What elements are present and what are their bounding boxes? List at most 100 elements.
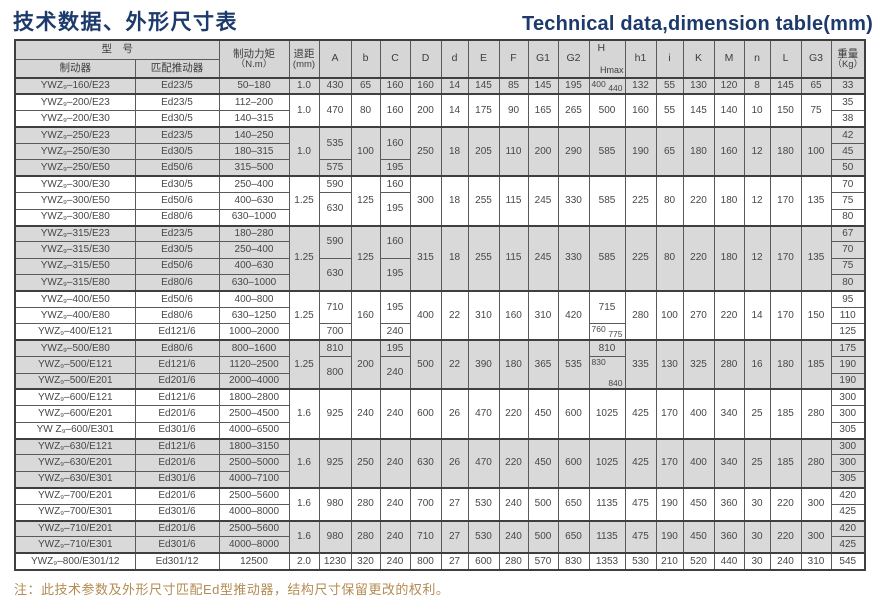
dim-cell: 2.0 — [288, 552, 320, 571]
table-row: YWZ₉–250/E30 Ed30/5 180–315 45 — [14, 143, 866, 161]
dim-cell: 320 — [350, 552, 381, 571]
weight-cell: 110 — [830, 306, 866, 325]
dim-cell: 165 — [527, 93, 559, 128]
dim-cell: 30 — [743, 552, 771, 571]
brake-model-cell: YWZ₉–200/E23 — [14, 93, 136, 112]
dim-cell: 240 — [498, 519, 529, 554]
torque-cell: 800–1600 — [218, 339, 290, 358]
column-header-model-group: 型 号 — [14, 39, 220, 60]
dim-cell: 630 — [318, 257, 352, 292]
dim-cell: 220 — [769, 486, 802, 522]
dim-cell: 310 — [800, 552, 832, 571]
dim-cell: 55 — [655, 93, 684, 128]
dim-cell: 400 — [409, 290, 442, 341]
dim-cell: 160 — [409, 76, 442, 95]
thruster-cell: Ed301/6 — [134, 421, 220, 440]
dim-cell: 255 — [467, 175, 500, 227]
dim-cell: 585 — [588, 126, 626, 177]
dim-cell: 470 — [318, 93, 352, 128]
technical-data-table: 型 号 制动力矩 （N.m） 退距 (mm) A b C D d E F G1 … — [14, 39, 866, 571]
dim-cell: 315 — [409, 224, 442, 292]
dim-cell: 8 — [743, 76, 771, 95]
dim-cell: 340 — [713, 388, 745, 440]
thruster-cell: Ed121/6 — [134, 323, 220, 341]
thruster-cell: Ed80/6 — [134, 306, 220, 325]
weight-cell: 33 — [830, 76, 866, 95]
diag-top-value: 830 — [591, 357, 606, 368]
dim-cell: 1.0 — [288, 93, 320, 128]
dim-cell: 12 — [743, 126, 771, 177]
dim-cell: 195 — [379, 339, 411, 358]
dim-cell: 170 — [655, 388, 684, 440]
dim-cell: 200 — [527, 126, 559, 177]
dim-cell: 425 — [624, 437, 657, 489]
brake-model-cell: YWZ₉–630/E301 — [14, 470, 136, 489]
dim-cell: 150 — [769, 93, 802, 128]
dim-cell: 500 — [409, 339, 442, 390]
brake-model-cell: YWZ₉–400/E80 — [14, 306, 136, 325]
column-header-weight: 重量 （Kg） — [830, 39, 866, 79]
table-row: YWZ₉–600/E201 Ed201/6 2500–4500 300 — [14, 405, 866, 423]
table-row: YWZ₉–300/E50 Ed50/6 400–630 630 195 75 — [14, 192, 866, 227]
column-header-E: E — [467, 39, 500, 79]
dim-cell: 85 — [498, 76, 529, 95]
dim-cell: 270 — [682, 290, 715, 341]
dim-cell: 180 — [769, 126, 802, 177]
dim-cell: 500 — [588, 93, 626, 128]
dim-cell: 240 — [379, 519, 411, 554]
dim-cell: 980 — [318, 486, 352, 522]
column-header-F: F — [498, 39, 529, 79]
thruster-cell: Ed301/6 — [134, 536, 220, 554]
table-row: YWZ₉–315/E80 Ed80/6 630–1000 80 — [14, 274, 866, 292]
table-row: YWZ₉–200/E23 Ed23/5 112–200 1.0 470 80 160 200 1… — [14, 93, 866, 128]
dim-cell: 575 — [318, 159, 352, 177]
dim-cell: 800 — [409, 552, 442, 571]
thruster-cell: Ed301/6 — [134, 503, 220, 522]
dim-cell: 290 — [557, 126, 590, 177]
column-header-D: D — [409, 39, 442, 79]
dim-cell: 1.6 — [288, 486, 320, 522]
dim-cell: 600 — [467, 552, 500, 571]
dim-cell: 360 — [713, 519, 745, 554]
dim-cell: 800 — [318, 356, 352, 390]
dim-cell: 240 — [498, 486, 529, 522]
brake-model-cell: YWZ₉–700/E301 — [14, 503, 136, 522]
column-header-gap: 退距 (mm) — [288, 39, 320, 79]
thruster-cell: Ed23/5 — [134, 76, 220, 95]
weight-cell: 175 — [830, 339, 866, 358]
dim-cell-diagonal: 830 840 — [588, 356, 626, 390]
dim-cell: 195 — [379, 290, 411, 325]
dim-cell: 520 — [682, 552, 715, 571]
dim-cell: 100 — [800, 126, 832, 177]
dim-cell: 160 — [713, 126, 745, 177]
dim-cell: 330 — [557, 175, 590, 227]
dim-cell: 195 — [379, 159, 411, 177]
dim-cell: 450 — [527, 388, 559, 440]
dim-cell: 180 — [769, 339, 802, 390]
torque-cell: 630–1250 — [218, 306, 290, 325]
diag-bottom-value: 775 — [608, 328, 623, 339]
brake-model-cell: YWZ₉–500/E201 — [14, 372, 136, 390]
table-row: YWZ₉–300/E30 Ed30/5 250–400 1.25 590 125 160 30… — [14, 175, 866, 227]
dim-cell: 25 — [743, 388, 771, 440]
dim-cell: 475 — [624, 519, 657, 554]
thruster-cell: Ed121/6 — [134, 437, 220, 456]
dim-cell: 190 — [624, 126, 657, 177]
dim-cell: 600 — [557, 388, 590, 440]
dim-cell: 220 — [713, 290, 745, 341]
torque-cell: 400–630 — [218, 257, 290, 276]
weight-cell: 75 — [830, 192, 866, 210]
dim-cell: 130 — [682, 76, 715, 95]
brake-model-cell: YWZ₉–250/E50 — [14, 159, 136, 177]
dim-cell: 450 — [527, 437, 559, 489]
dim-cell: 125 — [350, 224, 381, 292]
weight-cell: 45 — [830, 143, 866, 161]
dim-cell: 630 — [409, 437, 442, 489]
dim-cell: 475 — [624, 486, 657, 522]
dim-cell: 1.6 — [288, 437, 320, 489]
dim-cell: 12 — [743, 224, 771, 292]
weight-cell: 95 — [830, 290, 866, 308]
weight-cell: 50 — [830, 159, 866, 177]
dim-cell: 225 — [624, 175, 657, 227]
dim-cell: 10 — [743, 93, 771, 128]
